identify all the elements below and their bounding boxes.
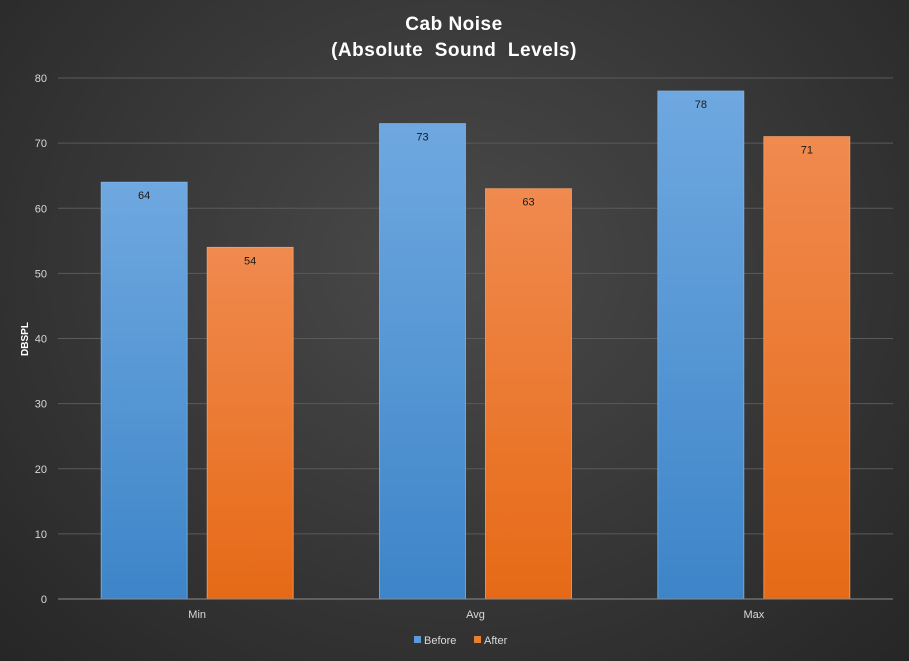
- legend-label-after: After: [484, 635, 508, 647]
- bar-after-min: [206, 246, 294, 600]
- bar-before-max: [657, 90, 745, 600]
- y-tick-label: 0: [41, 594, 47, 606]
- y-tick-label: 80: [35, 73, 47, 85]
- data-label: 71: [801, 145, 813, 157]
- bar-before-avg: [379, 123, 466, 600]
- data-labels: 64 54 73 63 78 71: [138, 99, 813, 267]
- chart-title-line-1: Cab Noise: [405, 14, 502, 35]
- legend: Before After: [414, 635, 508, 647]
- x-category-label: Min: [188, 609, 206, 621]
- bar-before-min: [100, 181, 188, 600]
- data-label: 73: [416, 132, 428, 144]
- x-axis-categories: Min Avg Max: [188, 609, 764, 621]
- data-label: 78: [695, 99, 707, 111]
- y-tick-label: 40: [35, 334, 47, 346]
- y-tick-label: 50: [35, 268, 47, 280]
- y-axis-ticks: 0 10 20 30 40 50 60 70 80: [35, 73, 47, 606]
- y-tick-label: 70: [35, 138, 47, 150]
- bar-after-avg: [485, 188, 572, 600]
- bar-after-max: [763, 136, 851, 600]
- y-tick-label: 30: [35, 399, 47, 411]
- legend-swatch-before: [414, 636, 421, 643]
- y-tick-label: 10: [35, 529, 47, 541]
- data-label: 54: [244, 255, 256, 267]
- data-label: 64: [138, 190, 150, 202]
- bars: [100, 90, 851, 600]
- legend-label-before: Before: [424, 635, 456, 647]
- gridlines: [58, 77, 893, 535]
- chart-title-line-2: (Absolute Sound Levels): [331, 40, 577, 61]
- data-label: 63: [522, 197, 534, 209]
- y-tick-label: 20: [35, 464, 47, 476]
- x-category-label: Avg: [466, 609, 485, 621]
- y-axis-label: DBSPL: [20, 322, 31, 356]
- y-tick-label: 60: [35, 203, 47, 215]
- x-category-label: Max: [743, 609, 764, 621]
- legend-swatch-after: [474, 636, 481, 643]
